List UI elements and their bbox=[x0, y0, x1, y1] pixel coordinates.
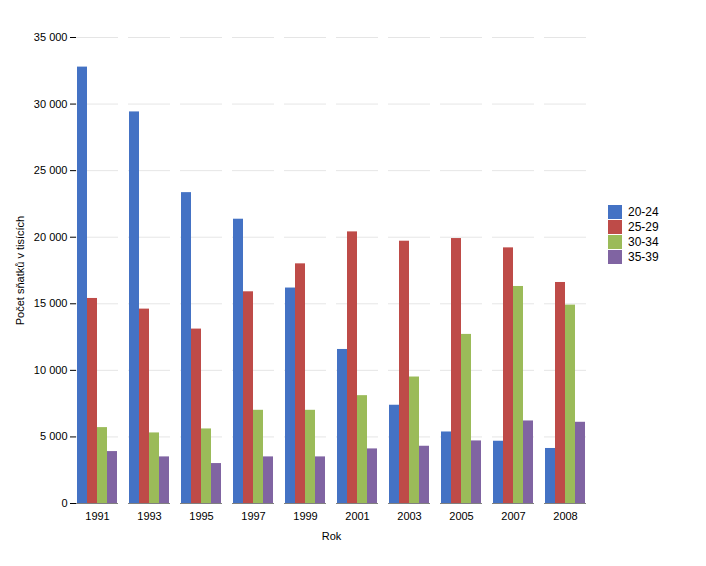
svg-text:10 000: 10 000 bbox=[34, 364, 68, 376]
svg-text:1993: 1993 bbox=[137, 510, 161, 522]
svg-text:30 000: 30 000 bbox=[34, 98, 68, 110]
html-text:35-39: 35-39 bbox=[628, 250, 659, 264]
html-text:25-29: 25-29 bbox=[628, 220, 659, 234]
svg-text:2007: 2007 bbox=[501, 510, 525, 522]
svg-text:20 000: 20 000 bbox=[34, 231, 68, 243]
svg-text:1997: 1997 bbox=[241, 510, 265, 522]
svg-text:Rok: Rok bbox=[322, 530, 342, 542]
svg-text:25 000: 25 000 bbox=[34, 164, 68, 176]
svg-text:2005: 2005 bbox=[449, 510, 473, 522]
svg-text:Počet sňatků v tisících: Počet sňatků v tisících bbox=[14, 216, 26, 325]
svg-text:15 000: 15 000 bbox=[34, 297, 68, 309]
svg-text:1995: 1995 bbox=[189, 510, 213, 522]
svg-text:2003: 2003 bbox=[397, 510, 421, 522]
html-text:20-24: 20-24 bbox=[628, 205, 659, 219]
svg-text:2008: 2008 bbox=[553, 510, 577, 522]
svg-text:0: 0 bbox=[61, 497, 67, 509]
svg-text:2001: 2001 bbox=[345, 510, 369, 522]
svg-text:35 000: 35 000 bbox=[34, 31, 68, 43]
svg-text:1999: 1999 bbox=[293, 510, 317, 522]
svg-text:5 000: 5 000 bbox=[40, 430, 68, 442]
html-text:30-34: 30-34 bbox=[628, 235, 659, 249]
svg-text:1991: 1991 bbox=[85, 510, 109, 522]
